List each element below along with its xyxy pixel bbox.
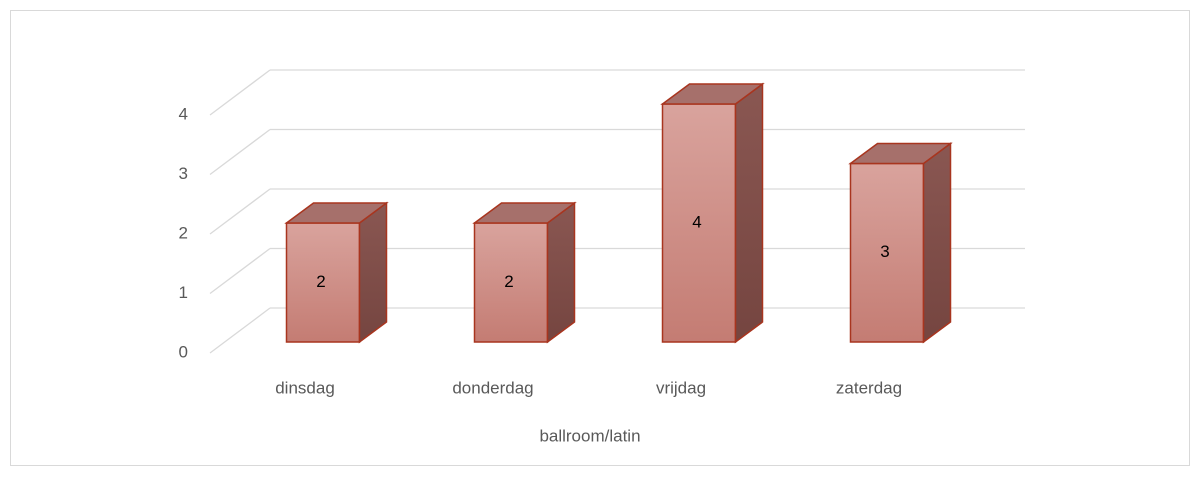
bar-top <box>660 83 765 105</box>
data-label: 4 <box>692 212 701 231</box>
grid-line <box>209 307 271 354</box>
y-tick-label: 4 <box>179 104 188 123</box>
bar-top <box>472 202 577 224</box>
bar-side <box>358 201 388 344</box>
y-tick-label: 3 <box>179 164 188 183</box>
bar-top <box>848 142 953 165</box>
bar <box>473 222 549 343</box>
grid-line <box>209 188 271 235</box>
grid-line <box>209 247 271 295</box>
x-tick-label: dinsdag <box>275 378 335 397</box>
y-tick-label: 1 <box>179 283 188 302</box>
data-label: 2 <box>504 272 513 291</box>
x-tick-label: zaterdag <box>836 378 902 397</box>
data-label: 3 <box>880 242 889 261</box>
data-label: 2 <box>316 272 325 291</box>
bar-side <box>546 201 576 344</box>
y-tick-label: 0 <box>179 342 188 361</box>
x-tick-label: vrijdag <box>656 378 706 397</box>
bar-top <box>284 202 389 224</box>
x-tick-label: donderdag <box>452 378 533 397</box>
bar <box>285 222 361 343</box>
grid-line <box>209 128 271 176</box>
bar-side <box>922 142 952 344</box>
grid-line <box>209 69 271 116</box>
y-tick-label: 2 <box>179 223 188 242</box>
chart-border <box>10 10 1190 466</box>
bar <box>661 103 737 343</box>
x-axis-label: ballroom/latin <box>539 426 640 445</box>
bar-side <box>734 82 764 344</box>
